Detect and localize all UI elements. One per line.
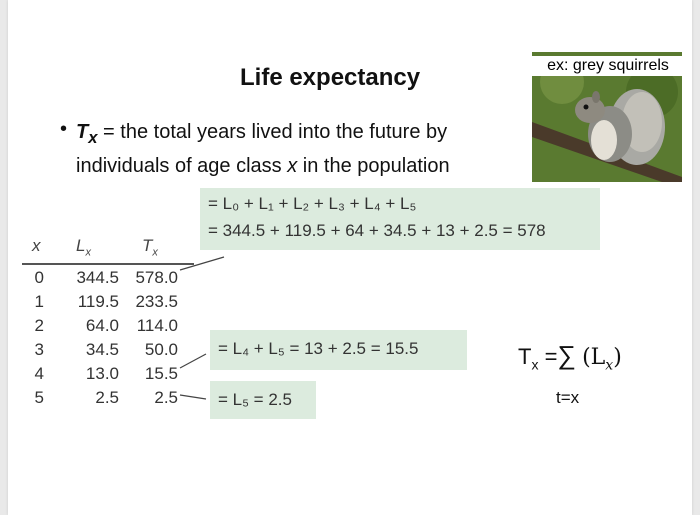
cell-lx: 34.5	[85, 340, 119, 359]
cell-lx: 119.5	[77, 292, 119, 311]
equation-box-row5: = L₅ = 2.5	[210, 381, 316, 419]
header-tx: Tx	[142, 236, 158, 258]
cell-x: 1	[34, 292, 44, 311]
slide: Life expectancy ex: grey squirrels • Tx …	[8, 0, 692, 515]
formula-term-sub: x	[605, 357, 614, 374]
cell-tx: 233.5	[135, 292, 178, 311]
formula-term-close: )	[613, 345, 622, 370]
formula-eq: =	[538, 344, 558, 369]
cell-x: 5	[34, 388, 44, 407]
equation-line-1: = L₀ + L₁ + L₂ + L₃ + L₄ + L₅	[208, 194, 417, 213]
summation-lower-limit: t=x	[556, 388, 580, 407]
header-x: x	[32, 236, 41, 255]
formula-term-open: (L	[582, 345, 606, 370]
formula-term: (Lx)	[582, 345, 622, 374]
cell-x: 3	[34, 340, 44, 359]
header-tx-sub: x	[152, 246, 158, 259]
bullet-text: Tx = the total years lived into the futu…	[76, 118, 516, 180]
cell-x: 4	[34, 364, 44, 383]
bullet-term: T	[76, 121, 89, 143]
connector-line-total	[179, 256, 225, 271]
equation-box-row4: = L₄ + L₅ = 13 + 2.5 = 15.5	[210, 330, 467, 370]
cell-tx: 578.0	[135, 268, 178, 287]
cell-tx: 2.5	[154, 388, 178, 407]
formula-lhs: T	[518, 344, 532, 369]
cell-tx: 114.0	[136, 316, 178, 335]
connector-line-row4	[179, 353, 207, 369]
bullet-term-sub: x	[88, 128, 98, 147]
formula-lhs-sub: x	[531, 356, 539, 373]
equation-box-total: = L₀ + L₁ + L₂ + L₃ + L₄ + L₅ = 344.5 + …	[200, 188, 600, 250]
cell-tx: 15.5	[144, 364, 178, 383]
bullet-text-after: in the population	[297, 155, 450, 177]
connector-line-row5	[179, 394, 207, 400]
equation-line-2: = 344.5 + 119.5 + 64 + 34.5 + 13 + 2.5 =…	[208, 221, 546, 240]
bullet-icon: •	[60, 118, 68, 140]
bullet-text-before: = the total years lived into the future …	[76, 121, 448, 177]
sigma-icon: ∑	[557, 340, 576, 370]
cell-lx: 344.5	[76, 268, 119, 287]
cell-lx: 13.0	[85, 364, 119, 383]
header-lx: Lx	[76, 236, 91, 258]
equation-row5: = L₅ = 2.5	[218, 390, 292, 409]
cell-tx: 50.0	[144, 340, 178, 359]
bullet-var: x	[287, 155, 298, 177]
cell-x: 0	[34, 268, 44, 287]
equation-row4: = L₄ + L₅ = 13 + 2.5 = 15.5	[218, 339, 419, 358]
summation-formula: Tx =∑ (Lx)	[518, 340, 622, 373]
cell-x: 2	[34, 316, 44, 335]
header-lx-base: L	[76, 236, 86, 255]
connector-lines	[179, 256, 225, 400]
photo-caption: ex: grey squirrels	[532, 56, 684, 76]
cell-lx: 2.5	[95, 388, 119, 407]
header-lx-sub: x	[85, 246, 91, 259]
table-header-divider	[22, 263, 194, 265]
header-tx-base: T	[142, 236, 153, 255]
cell-lx: 64.0	[85, 316, 119, 335]
page-title: Life expectancy	[240, 64, 421, 91]
